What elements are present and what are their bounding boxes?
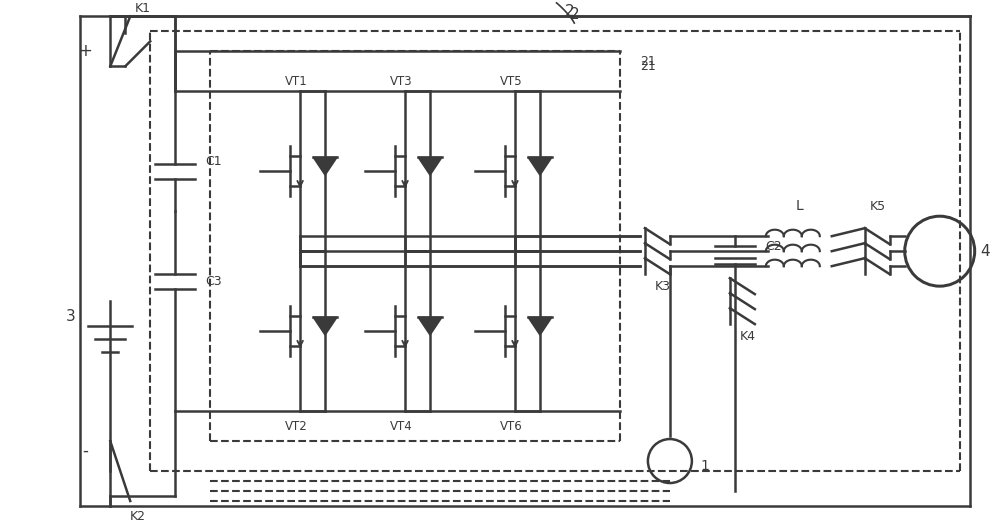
Text: VT3: VT3 bbox=[390, 75, 413, 88]
Text: VT1: VT1 bbox=[285, 75, 308, 88]
Text: C1: C1 bbox=[205, 155, 222, 168]
Text: 1: 1 bbox=[700, 459, 709, 473]
Text: 21: 21 bbox=[640, 55, 656, 68]
Polygon shape bbox=[313, 317, 337, 335]
Polygon shape bbox=[528, 157, 552, 175]
Text: C3: C3 bbox=[205, 275, 222, 288]
Text: VT4: VT4 bbox=[390, 420, 413, 432]
Text: K1: K1 bbox=[135, 2, 151, 15]
Polygon shape bbox=[418, 317, 442, 335]
Polygon shape bbox=[313, 157, 337, 175]
Text: K4: K4 bbox=[740, 330, 756, 342]
Text: K3: K3 bbox=[655, 280, 671, 292]
Text: 2: 2 bbox=[565, 4, 575, 19]
Polygon shape bbox=[528, 317, 552, 335]
Text: VT2: VT2 bbox=[285, 420, 308, 432]
Text: 4: 4 bbox=[980, 244, 989, 259]
Text: VT6: VT6 bbox=[500, 420, 523, 432]
Text: K5: K5 bbox=[870, 200, 886, 213]
Text: K2: K2 bbox=[130, 510, 146, 522]
Text: 3: 3 bbox=[65, 309, 75, 323]
Text: L: L bbox=[796, 199, 804, 213]
Text: -: - bbox=[82, 442, 88, 460]
Text: VT5: VT5 bbox=[500, 75, 523, 88]
Polygon shape bbox=[418, 157, 442, 175]
Text: 2: 2 bbox=[570, 7, 580, 22]
Text: +: + bbox=[78, 42, 92, 60]
Text: C2: C2 bbox=[765, 240, 781, 252]
Text: 21: 21 bbox=[640, 60, 656, 73]
